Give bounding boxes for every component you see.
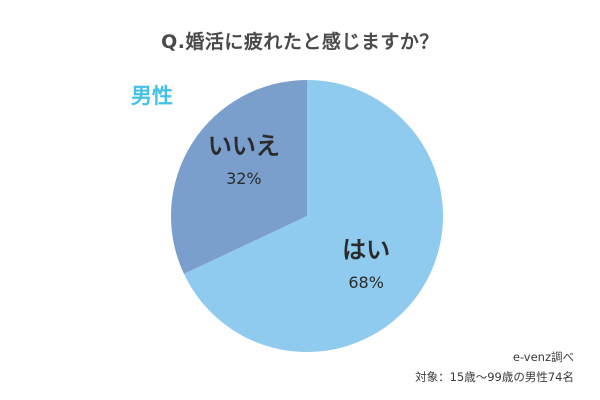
slice-value-yes: 68% [348,273,384,292]
chart-title: Q.婚活に疲れたと感じますか？ [161,31,439,53]
source-credit: e-venz調べ [512,350,574,364]
slice-value-no: 32% [226,169,262,188]
respondent-note: 対象：15歳〜99歳の男性74名 [415,370,574,384]
pie-slice-no [171,80,307,274]
pie-labels: はい 68% いいえ 32% [208,132,390,292]
slice-label-yes: はい [342,236,390,264]
slice-label-no: いいえ [208,132,280,160]
pie-slice-yes [183,80,443,352]
pie-slices [171,80,443,352]
source-note: e-venz調べ 対象：15歳〜99歳の男性74名 [415,347,574,387]
segment-label: 男性 [131,84,173,108]
